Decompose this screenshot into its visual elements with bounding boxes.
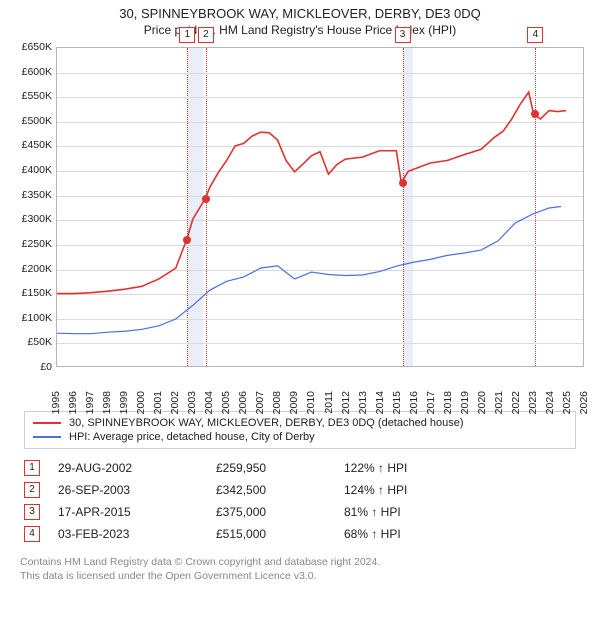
sale-row: 2 26-SEP-2003 £342,500 124% ↑ HPI xyxy=(24,479,576,501)
page: 30, SPINNEYBROOK WAY, MICKLEOVER, DERBY,… xyxy=(0,0,600,583)
sale-row: 3 17-APR-2015 £375,000 81% ↑ HPI xyxy=(24,501,576,523)
event-markers-top: 12 3 4 xyxy=(56,29,584,45)
series-property xyxy=(57,92,566,294)
y-tick-label: £600K xyxy=(10,66,52,78)
sale-price: £342,500 xyxy=(216,483,326,497)
x-tick-label: 2013 xyxy=(357,391,369,414)
x-tick-label: 2001 xyxy=(152,391,164,414)
y-tick-label: £400K xyxy=(10,164,52,176)
x-tick-label: 2024 xyxy=(544,391,556,414)
x-tick-label: 2014 xyxy=(374,391,386,414)
y-tick-label: £50K xyxy=(10,336,52,348)
y-tick-label: £150K xyxy=(10,287,52,299)
plot-area xyxy=(56,47,584,367)
attribution-line2: This data is licensed under the Open Gov… xyxy=(20,569,580,583)
y-tick-label: £450K xyxy=(10,139,52,151)
x-tick-label: 2020 xyxy=(476,391,488,414)
x-tick-label: 2004 xyxy=(203,391,215,414)
x-tick-label: 2018 xyxy=(442,391,454,414)
x-tick-label: 1999 xyxy=(118,391,130,414)
x-tick-label: 2005 xyxy=(220,391,232,414)
x-tick-label: 2010 xyxy=(305,391,317,414)
sale-row: 1 29-AUG-2002 £259,950 122% ↑ HPI xyxy=(24,457,576,479)
x-tick-label: 2022 xyxy=(510,391,522,414)
y-tick-label: £200K xyxy=(10,263,52,275)
legend-label-hpi: HPI: Average price, detached house, City… xyxy=(69,431,315,443)
x-tick-label: 2021 xyxy=(493,391,505,414)
sale-vs-hpi: 122% ↑ HPI xyxy=(344,461,464,475)
x-tick-label: 2026 xyxy=(578,391,590,414)
x-tick-label: 1997 xyxy=(84,391,96,414)
event-dot xyxy=(202,195,210,203)
sale-marker: 3 xyxy=(24,504,40,520)
y-tick-label: £550K xyxy=(10,90,52,102)
sale-marker: 4 xyxy=(24,526,40,542)
x-tick-label: 2025 xyxy=(561,391,573,414)
event-marker: 4 xyxy=(527,27,543,43)
event-marker: 1 xyxy=(179,27,195,43)
attribution-line1: Contains HM Land Registry data © Crown c… xyxy=(20,555,580,569)
x-tick-label: 2016 xyxy=(408,391,420,414)
x-tick-label: 2023 xyxy=(527,391,539,414)
sale-price: £515,000 xyxy=(216,527,326,541)
x-tick-label: 2019 xyxy=(459,391,471,414)
event-dot xyxy=(399,179,407,187)
sale-row: 4 03-FEB-2023 £515,000 68% ↑ HPI xyxy=(24,523,576,545)
legend-label-property: 30, SPINNEYBROOK WAY, MICKLEOVER, DERBY,… xyxy=(69,417,464,429)
legend-item-property: 30, SPINNEYBROOK WAY, MICKLEOVER, DERBY,… xyxy=(33,416,567,430)
x-tick-label: 2007 xyxy=(254,391,266,414)
x-tick-label: 2017 xyxy=(425,391,437,414)
x-tick-label: 2015 xyxy=(391,391,403,414)
sale-vs-hpi: 124% ↑ HPI xyxy=(344,483,464,497)
x-tick-label: 2008 xyxy=(271,391,283,414)
attribution: Contains HM Land Registry data © Crown c… xyxy=(20,555,580,583)
x-tick-label: 2009 xyxy=(288,391,300,414)
x-tick-label: 2012 xyxy=(340,391,352,414)
x-tick-label: 2002 xyxy=(169,391,181,414)
sale-price: £375,000 xyxy=(216,505,326,519)
y-tick-label: £0 xyxy=(10,361,52,373)
x-tick-label: 2003 xyxy=(186,391,198,414)
sale-date: 17-APR-2015 xyxy=(58,505,198,519)
event-marker: 2 xyxy=(198,27,214,43)
y-tick-label: £250K xyxy=(10,238,52,250)
sale-marker: 1 xyxy=(24,460,40,476)
x-tick-label: 2000 xyxy=(135,391,147,414)
legend: 30, SPINNEYBROOK WAY, MICKLEOVER, DERBY,… xyxy=(24,411,576,449)
event-dot xyxy=(183,236,191,244)
sale-marker: 2 xyxy=(24,482,40,498)
y-tick-label: £500K xyxy=(10,115,52,127)
sale-date: 03-FEB-2023 xyxy=(58,527,198,541)
x-tick-label: 1998 xyxy=(101,391,113,414)
sale-date: 26-SEP-2003 xyxy=(58,483,198,497)
sale-vs-hpi: 81% ↑ HPI xyxy=(344,505,464,519)
sale-price: £259,950 xyxy=(216,461,326,475)
legend-item-hpi: HPI: Average price, detached house, City… xyxy=(33,430,567,444)
y-tick-label: £650K xyxy=(10,41,52,53)
event-marker: 3 xyxy=(395,27,411,43)
sales-table: 1 29-AUG-2002 £259,950 122% ↑ HPI 2 26-SEP-20… xyxy=(24,457,576,545)
x-tick-label: 2011 xyxy=(323,391,335,414)
x-tick-label: 1995 xyxy=(50,391,62,414)
series-hpi xyxy=(57,207,561,334)
legend-swatch-hpi xyxy=(33,436,61,438)
chart: £0 £50K £100K £150K £200K £250K £300K £350K £400… xyxy=(10,43,590,403)
legend-swatch-property xyxy=(33,422,61,424)
x-tick-label: 2006 xyxy=(237,391,249,414)
sale-date: 29-AUG-2002 xyxy=(58,461,198,475)
sale-vs-hpi: 68% ↑ HPI xyxy=(344,527,464,541)
y-tick-label: £350K xyxy=(10,189,52,201)
x-tick-label: 1996 xyxy=(67,391,79,414)
line-layer xyxy=(57,48,583,366)
y-tick-label: £300K xyxy=(10,213,52,225)
title-address: 30, SPINNEYBROOK WAY, MICKLEOVER, DERBY,… xyxy=(8,6,592,21)
y-tick-label: £100K xyxy=(10,312,52,324)
event-dot xyxy=(531,110,539,118)
